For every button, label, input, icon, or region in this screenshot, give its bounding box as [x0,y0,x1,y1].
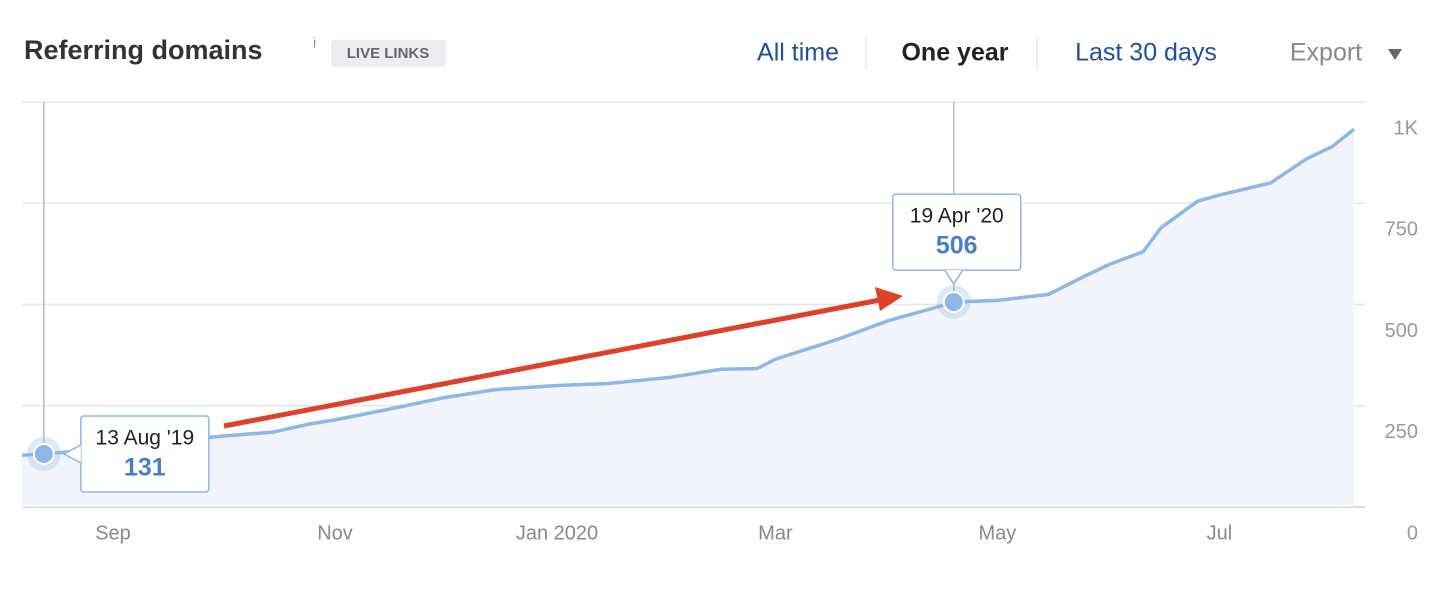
x-tick-label: Jul [1207,522,1233,544]
y-tick-label: 250 [1385,421,1418,443]
x-tick-label: May [979,522,1017,544]
tooltip-value: 506 [936,232,978,260]
arrow-head [875,287,903,311]
plot: 0 250 500 750 1K Sep Nov Jan 2020 Mar May Jul 13 Au… [21,101,1419,544]
info-icon[interactable]: i [313,35,316,51]
tooltip-tail [62,444,82,464]
tooltip-date: 13 Aug '19 [96,426,195,449]
point [32,442,55,465]
tooltip-value: 131 [124,454,166,482]
area-fill [22,129,1355,507]
y-tick-label: 1K [1394,117,1419,139]
arrow-shaft [223,297,881,429]
tab-active[interactable]: One year [901,39,1008,67]
y-tick-label: 0 [1407,522,1418,544]
y-tick-label: 750 [1385,219,1418,241]
badge: LIVE LINKS [347,45,430,62]
line [21,127,1356,457]
tab[interactable]: Last 30 days [1075,39,1217,67]
export[interactable]: Export [1290,39,1362,67]
title: Referring domains [24,35,263,65]
x-tick-label: Sep [95,522,131,544]
x-tick-label: Jan 2020 [516,522,598,544]
x-tick-label: Nov [317,522,353,544]
export-caret[interactable] [1388,49,1402,60]
tooltip-tail [944,269,964,286]
tab[interactable]: All time [757,39,839,67]
tooltip-date: 19 Apr '20 [910,205,1004,228]
badge-bg [331,40,446,67]
point [942,291,965,314]
x-tick-label: Mar [758,522,793,544]
y-tick-label: 500 [1385,320,1418,342]
